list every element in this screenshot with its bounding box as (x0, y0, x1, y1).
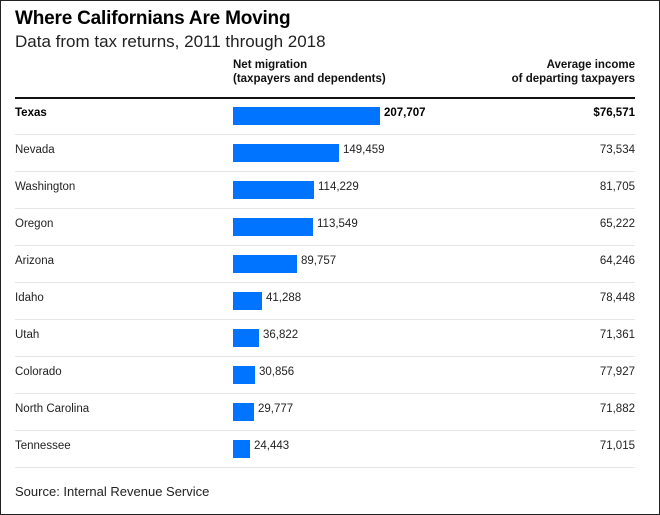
income-value: 81,705 (599, 181, 635, 193)
migration-bar (233, 144, 339, 162)
migration-bar (233, 181, 314, 199)
income-header-line1: Average income (546, 59, 635, 71)
migration-value-label: 113,549 (317, 218, 358, 230)
migration-bar (233, 440, 250, 458)
table-row: Colorado 30,856 77,927 (15, 357, 635, 394)
migration-header-line1: Net migration (233, 59, 308, 71)
state-label: Utah (15, 329, 40, 341)
chart-title: Where Californians Are Moving (15, 8, 291, 29)
income-value: 73,534 (599, 144, 635, 156)
state-label: Arizona (15, 255, 54, 267)
state-label: Washington (15, 181, 76, 193)
chart-subtitle: Data from tax returns, 2011 through 2018 (15, 32, 326, 51)
table-row: Oregon 113,549 65,222 (15, 209, 635, 246)
migration-bar (233, 218, 313, 236)
income-value: 65,222 (599, 218, 635, 230)
migration-value-label: 24,443 (254, 440, 290, 452)
table-row: Washington 114,229 81,705 (15, 172, 635, 209)
income-value: 71,361 (599, 329, 635, 341)
table-row: Texas 207,707 $76,571 (15, 98, 635, 135)
migration-bar (233, 329, 259, 347)
state-label: Colorado (15, 366, 62, 378)
state-label: Texas (15, 107, 47, 119)
migration-bar (233, 255, 297, 273)
table-row: Idaho 41,288 78,448 (15, 283, 635, 320)
state-label: North Carolina (15, 403, 90, 415)
state-label: Nevada (15, 144, 55, 156)
income-header-line2: of departing taxpayers (511, 73, 635, 85)
income-value: 71,015 (599, 440, 635, 452)
income-value: 78,448 (599, 292, 635, 304)
migration-bar (233, 403, 254, 421)
migration-value-label: 29,777 (258, 403, 294, 415)
table-row: Tennessee 24,443 71,015 (15, 431, 635, 468)
income-column-header: Average income of departing taxpayers (512, 58, 635, 86)
state-label: Tennessee (15, 440, 71, 452)
state-label: Idaho (15, 292, 44, 304)
migration-bar (233, 292, 262, 310)
table-row: Nevada 149,459 73,534 (15, 135, 635, 172)
migration-value-label: 114,229 (318, 181, 359, 193)
migration-value-label: 41,288 (266, 292, 302, 304)
migration-header-line2: (taxpayers and dependents) (233, 73, 386, 85)
migration-bar (233, 107, 380, 125)
source-note: Source: Internal Revenue Service (15, 484, 210, 499)
income-value: 77,927 (599, 366, 635, 378)
migration-column-header: Net migration (taxpayers and dependents) (233, 58, 386, 86)
migration-value-label: 36,822 (263, 329, 299, 341)
table-row: Utah 36,822 71,361 (15, 320, 635, 357)
income-value: 64,246 (599, 255, 635, 267)
migration-value-label: 149,459 (343, 144, 385, 156)
state-label: Oregon (15, 218, 54, 230)
migration-bar (233, 366, 255, 384)
migration-value-label: 30,856 (259, 366, 295, 378)
income-value: 71,882 (599, 403, 635, 415)
migration-value-label: 89,757 (301, 255, 337, 267)
table-row: Arizona 89,757 64,246 (15, 246, 635, 283)
migration-value-label: 207,707 (384, 107, 426, 119)
header-rule (15, 97, 635, 99)
table-row: North Carolina 29,777 71,882 (15, 394, 635, 431)
income-value: $76,571 (593, 107, 635, 119)
